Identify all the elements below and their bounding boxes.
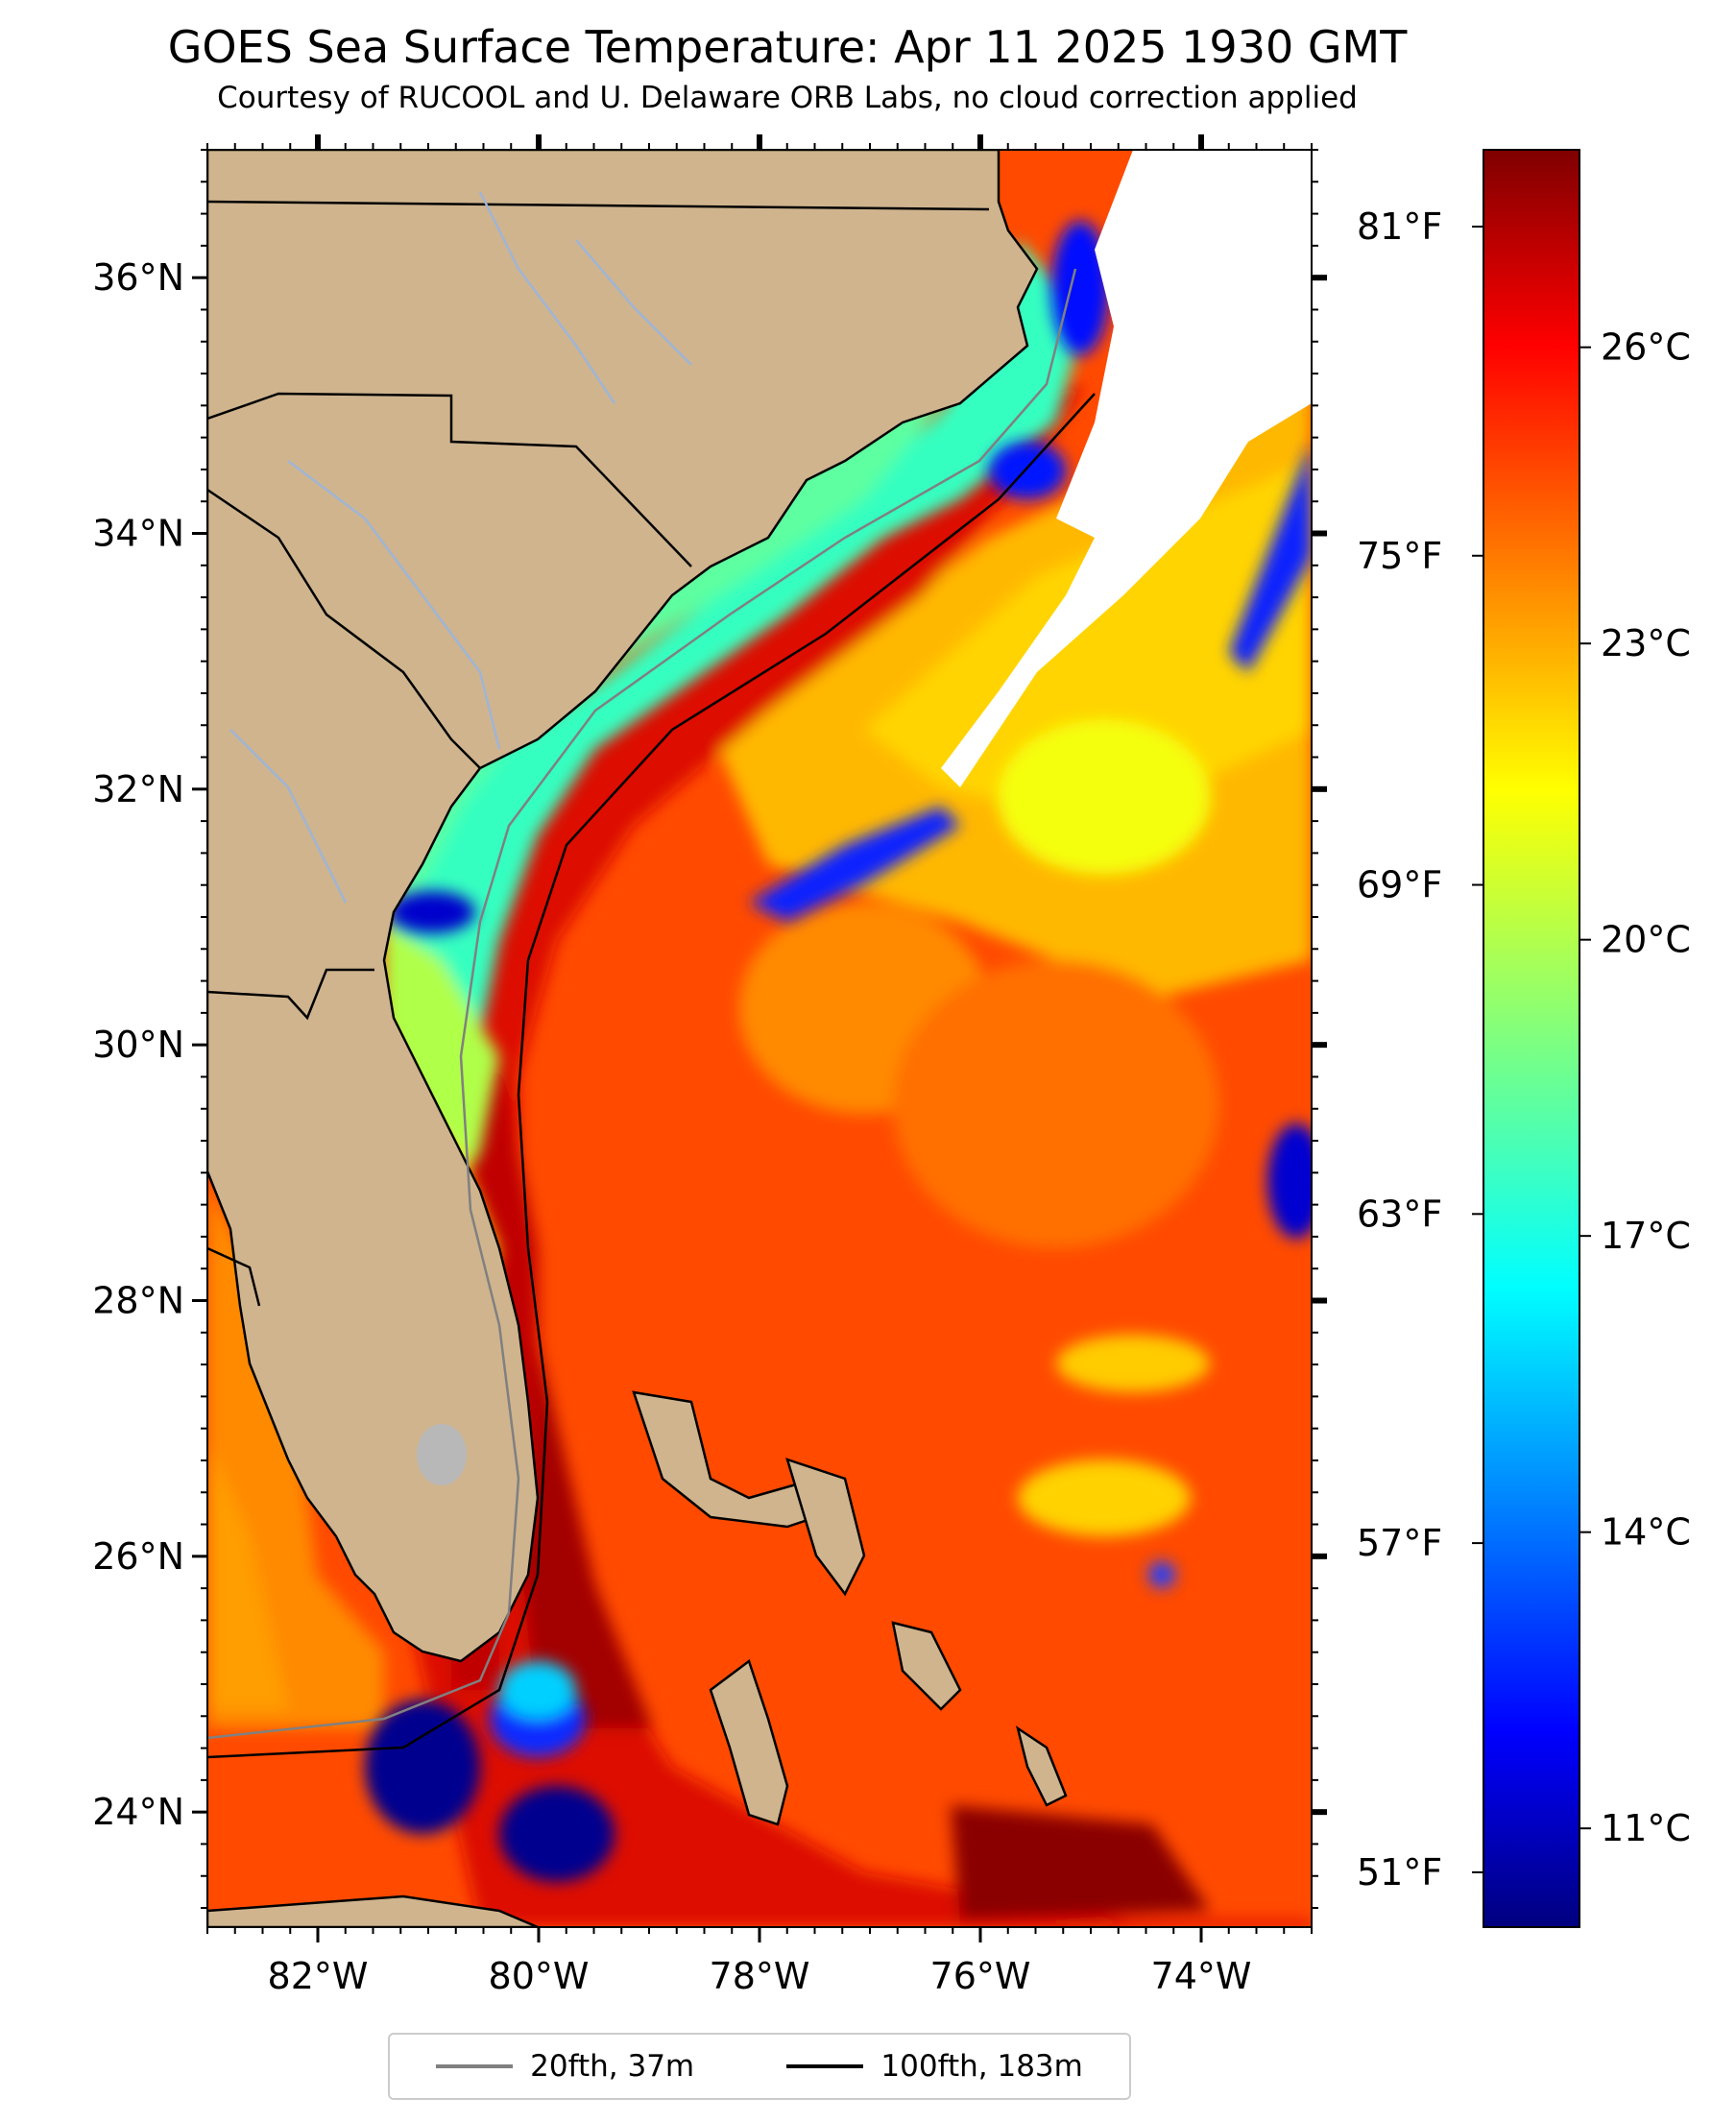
lon-tick-label: 82°W: [268, 1955, 369, 1997]
land-bahamas-abaco: [785, 1458, 866, 1597]
lat-tick-label: 32°N: [92, 768, 184, 810]
fahrenheit-tick-label: 57°F: [1357, 1522, 1442, 1564]
fahrenheit-tick-label: 69°F: [1357, 864, 1442, 906]
land-mainland: [207, 150, 1039, 1663]
fahrenheit-tick-label: 63°F: [1357, 1193, 1442, 1235]
contour-100fth: [207, 393, 1096, 1759]
contour-20fth: [207, 268, 1077, 1740]
lat-tick-label: 24°N: [92, 1791, 184, 1833]
map-title: GOES Sea Surface Temperature: Apr 11 202…: [167, 21, 1408, 73]
legend-swatch-20fth: [436, 2064, 514, 2068]
fahrenheit-tick-label: 75°F: [1357, 535, 1442, 577]
lake-okeechobee: [417, 1424, 467, 1485]
contour-legend: 20fth, 37m 100fth, 183m: [388, 2033, 1131, 2100]
depth-contours: [207, 268, 1096, 1759]
legend-label-20fth: 20fth, 37m: [530, 2049, 695, 2084]
lat-tick-label: 26°N: [92, 1535, 184, 1578]
fahrenheit-tick-label: 81°F: [1357, 205, 1442, 248]
colorbar: [1483, 149, 1580, 1928]
land-bahamas-eleuthera: [891, 1621, 962, 1711]
colorbar-axes: 11°C 14°C 17°C 20°C 23°C 26°C 51°F 57°F 63°F 69°F…: [1357, 205, 1691, 1894]
legend-label-100fth: 100fth, 183m: [880, 2049, 1083, 2084]
land-bahamas-andros: [709, 1658, 789, 1826]
celsius-tick-label: 26°C: [1601, 326, 1691, 369]
land-bahamas-exuma: [1016, 1725, 1068, 1807]
rivers: [229, 191, 692, 904]
lat-tick-label: 28°N: [92, 1279, 184, 1321]
celsius-tick-label: 17°C: [1601, 1215, 1691, 1257]
lon-tick-label: 76°W: [930, 1955, 1031, 1997]
land-cuba: [207, 1894, 539, 1927]
celsius-tick-label: 11°C: [1601, 1807, 1691, 1849]
state-borders: [207, 200, 990, 1307]
sst-field: [207, 150, 1312, 1927]
lat-tick-label: 30°N: [92, 1024, 184, 1066]
lon-tick-label: 74°W: [1151, 1955, 1252, 1997]
lat-tick-label: 36°N: [92, 256, 184, 299]
legend-entry-100fth: 100fth, 183m: [786, 2049, 1083, 2084]
celsius-tick-label: 20°C: [1601, 919, 1691, 961]
celsius-tick-label: 23°C: [1601, 622, 1691, 664]
celsius-tick-label: 14°C: [1601, 1511, 1691, 1554]
legend-swatch-100fth: [786, 2064, 864, 2068]
legend-entry-20fth: 20fth, 37m: [436, 2049, 694, 2084]
lon-tick-label: 80°W: [489, 1955, 590, 1997]
map-subtitle: Courtesy of RUCOOL and U. Delaware ORB L…: [217, 81, 1358, 115]
lon-tick-label: 78°W: [710, 1955, 810, 1997]
lat-tick-label: 34°N: [92, 512, 184, 554]
map-axes: 36°N 34°N 32°N 30°N 28°N 26°N 24°N 82°W 80°W 78°W…: [92, 134, 1327, 1997]
fahrenheit-tick-label: 51°F: [1357, 1851, 1442, 1894]
